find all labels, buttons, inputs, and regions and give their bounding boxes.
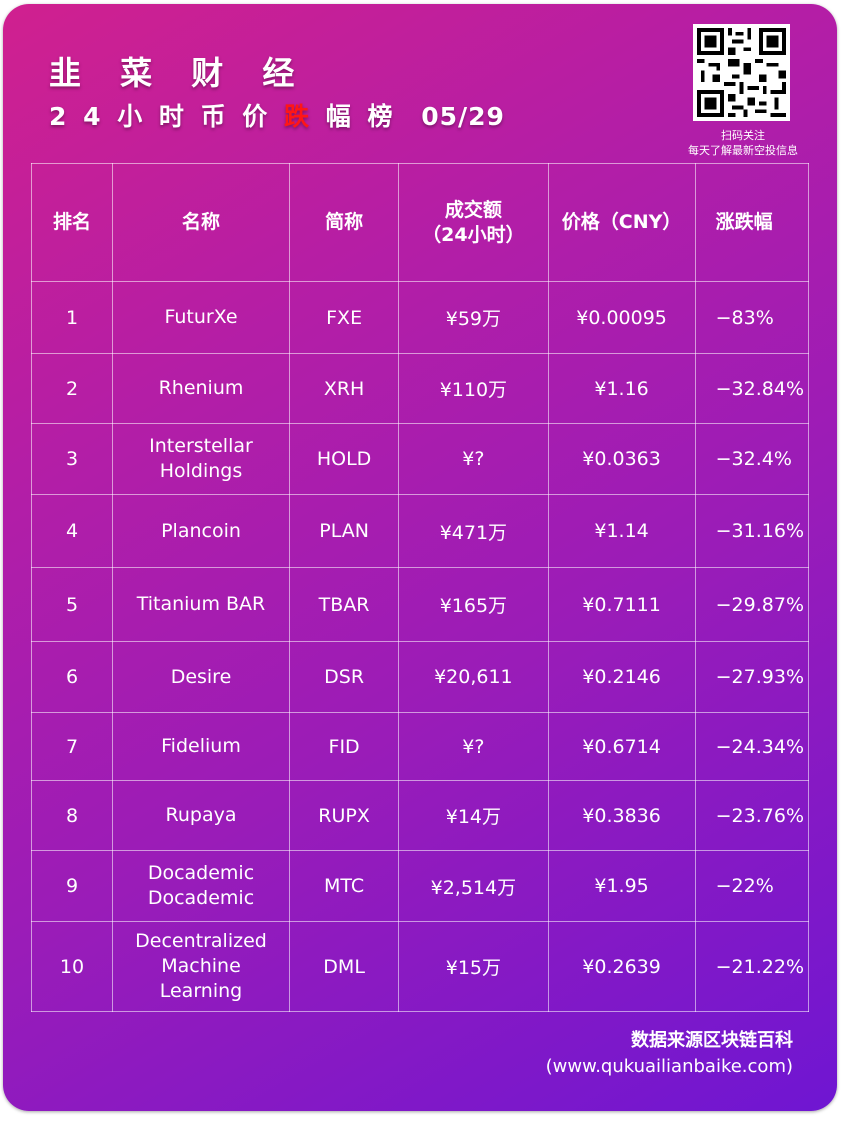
- table-body: 1 FuturXe FXE ¥59万 ¥0.00095 −83% 2 Rhenium XRH ¥1…: [30, 281, 810, 1012]
- cell-symbol: HOLD: [288, 423, 400, 495]
- cell-change: −21.22%: [694, 921, 810, 1012]
- cell-symbol: FID: [288, 712, 400, 781]
- cell-volume: ¥165万: [398, 567, 549, 642]
- header-rank: 排名: [30, 163, 114, 282]
- cell-symbol: FXE: [288, 281, 400, 354]
- cell-name: Desire: [112, 641, 290, 713]
- cell-rank: 8: [30, 780, 114, 851]
- cell-rank: 7: [30, 712, 114, 781]
- cell-change: −31.16%: [694, 494, 810, 568]
- cell-change: −24.34%: [694, 712, 810, 781]
- header-price: 价格（CNY）: [547, 163, 696, 282]
- header-volume-line2: （24小时）: [422, 223, 525, 246]
- cell-symbol: DSR: [288, 641, 400, 713]
- header-symbol: 简称: [288, 163, 400, 282]
- cell-name: Docademic Docademic: [112, 850, 290, 922]
- cell-volume: ¥14万: [398, 780, 549, 851]
- cell-volume: ¥?: [398, 423, 549, 495]
- cell-price: ¥1.95: [547, 850, 696, 922]
- cell-change: −32.84%: [694, 353, 810, 424]
- table-row: 3 Interstellar Holdings HOLD ¥? ¥0.0363 −32.4…: [30, 423, 810, 495]
- table-header-row: 排名 名称 简称 成交额 （24小时） 价格（CNY） 涨跌幅: [30, 163, 810, 282]
- table-row: 6 Desire DSR ¥20,611 ¥0.2146 −27.93%: [30, 641, 810, 713]
- cell-price: ¥0.2146: [547, 641, 696, 713]
- cell-symbol: DML: [288, 921, 400, 1012]
- cell-price: ¥1.16: [547, 353, 696, 424]
- subtitle-prefix: 2 4 小 时 币 价: [49, 102, 272, 131]
- cell-rank: 3: [30, 423, 114, 495]
- cell-change: −22%: [694, 850, 810, 922]
- cell-change: −32.4%: [694, 423, 810, 495]
- cell-price: ¥1.14: [547, 494, 696, 568]
- cell-volume: ¥15万: [398, 921, 549, 1012]
- page-subtitle: 2 4 小 时 币 价 跌 幅 榜 05/29: [49, 97, 505, 133]
- cell-change: −27.93%: [694, 641, 810, 713]
- cell-volume: ¥2,514万: [398, 850, 549, 922]
- cell-symbol: TBAR: [288, 567, 400, 642]
- cell-price: ¥0.2639: [547, 921, 696, 1012]
- table-row: 2 Rhenium XRH ¥110万 ¥1.16 −32.84%: [30, 353, 810, 424]
- table-row: 8 Rupaya RUPX ¥14万 ¥0.3836 −23.76%: [30, 780, 810, 851]
- cell-rank: 5: [30, 567, 114, 642]
- table-row: 5 Titanium BAR TBAR ¥165万 ¥0.7111 −29.87%: [30, 567, 810, 642]
- ranking-card: 韭 菜 财 经 2 4 小 时 币 价 跌 幅 榜 05/29 扫码关注 每天了…: [3, 4, 837, 1111]
- header-change: 涨跌幅: [694, 163, 810, 282]
- cell-rank: 10: [30, 921, 114, 1012]
- source-label: 数据来源区块链百科: [631, 1030, 793, 1051]
- qr-caption-line2: 每天了解最新空投信息: [688, 144, 798, 157]
- cell-name: Titanium BAR: [112, 567, 290, 642]
- cell-name: FuturXe: [112, 281, 290, 354]
- cell-name: Plancoin: [112, 494, 290, 568]
- report-date: 05/29: [421, 102, 505, 131]
- source-url: (www.qukuailianbaike.com): [545, 1056, 793, 1077]
- cell-price: ¥0.7111: [547, 567, 696, 642]
- cell-name: Rhenium: [112, 353, 290, 424]
- cell-change: −23.76%: [694, 780, 810, 851]
- cell-volume: ¥?: [398, 712, 549, 781]
- cell-rank: 9: [30, 850, 114, 922]
- subtitle-highlight: 跌: [284, 102, 314, 131]
- cell-price: ¥0.00095: [547, 281, 696, 354]
- cell-rank: 2: [30, 353, 114, 424]
- qr-caption: 扫码关注 每天了解最新空投信息: [663, 128, 823, 158]
- qr-caption-line1: 扫码关注: [721, 129, 765, 142]
- cell-volume: ¥471万: [398, 494, 549, 568]
- cell-price: ¥0.0363: [547, 423, 696, 495]
- cell-change: −83%: [694, 281, 810, 354]
- cell-symbol: MTC: [288, 850, 400, 922]
- ranking-table: 排名 名称 简称 成交额 （24小时） 价格（CNY） 涨跌幅 1 FuturXe…: [30, 163, 810, 1012]
- data-source: 数据来源区块链百科 (www.qukuailianbaike.com): [546, 1028, 793, 1080]
- header-volume: 成交额 （24小时）: [398, 163, 549, 282]
- table-row: 4 Plancoin PLAN ¥471万 ¥1.14 −31.16%: [30, 494, 810, 568]
- cell-rank: 1: [30, 281, 114, 354]
- cell-symbol: PLAN: [288, 494, 400, 568]
- cell-price: ¥0.6714: [547, 712, 696, 781]
- header-name: 名称: [112, 163, 290, 282]
- cell-name: Interstellar Holdings: [112, 423, 290, 495]
- table-row: 9 Docademic Docademic MTC ¥2,514万 ¥1.95 −22%: [30, 850, 810, 922]
- cell-rank: 6: [30, 641, 114, 713]
- cell-price: ¥0.3836: [547, 780, 696, 851]
- table-row: 10 Decentralized Machine Learning DML ¥15万 ¥…: [30, 921, 810, 1012]
- cell-rank: 4: [30, 494, 114, 568]
- cell-name: Rupaya: [112, 780, 290, 851]
- brand-title: 韭 菜 财 经: [49, 54, 309, 92]
- cell-change: −29.87%: [694, 567, 810, 642]
- cell-name: Fidelium: [112, 712, 290, 781]
- header-volume-line1: 成交额: [444, 198, 502, 221]
- subtitle-suffix: 幅 榜: [325, 102, 397, 131]
- cell-volume: ¥110万: [398, 353, 549, 424]
- cell-volume: ¥20,611: [398, 641, 549, 713]
- qr-code-icon: [693, 24, 790, 121]
- cell-symbol: RUPX: [288, 780, 400, 851]
- table-row: 1 FuturXe FXE ¥59万 ¥0.00095 −83%: [30, 281, 810, 354]
- cell-name: Decentralized Machine Learning: [112, 921, 290, 1012]
- cell-symbol: XRH: [288, 353, 400, 424]
- table-row: 7 Fidelium FID ¥? ¥0.6714 −24.34%: [30, 712, 810, 781]
- cell-volume: ¥59万: [398, 281, 549, 354]
